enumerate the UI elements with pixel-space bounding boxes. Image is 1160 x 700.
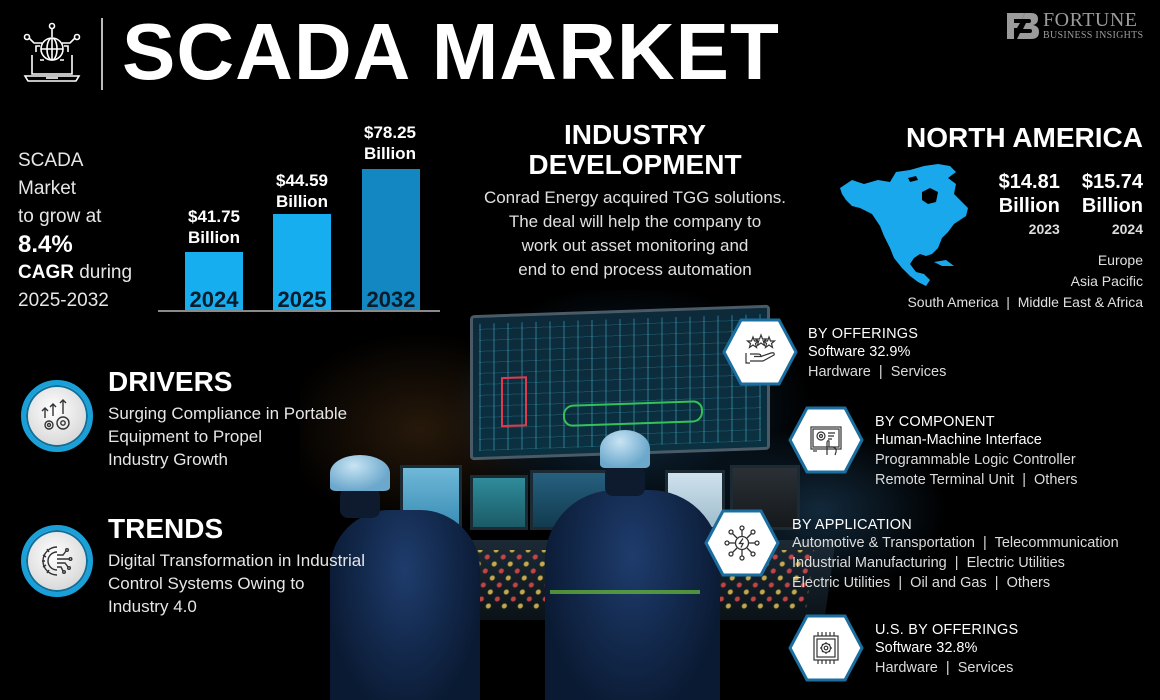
- brand-name: FORTUNE: [1043, 9, 1138, 31]
- north-america-values: $14.81 Billion 2023 $15.74 Billion 2024: [999, 170, 1143, 240]
- region-asia-pacific: Asia Pacific: [1070, 273, 1143, 289]
- bar-value-label: $44.59 Billion: [276, 171, 328, 211]
- na-value-2024: $15.74 Billion 2024: [1081, 171, 1143, 237]
- segment-lead: Automotive & Transportation | Telecommun…: [792, 535, 1119, 551]
- fb-logo-icon: [1007, 13, 1039, 39]
- laptop-globe-gear-icon: [23, 22, 81, 82]
- segment-title: BY COMPONENT: [875, 414, 995, 430]
- page-title: SCADA MARKET: [122, 7, 780, 96]
- segment-title: BY APPLICATION: [792, 517, 912, 533]
- gears-arrows-up-icon: [41, 399, 70, 430]
- cagr-summary: SCADA Market to grow at 8.4% CAGR during…: [18, 147, 132, 315]
- brand-logo: FORTUNE BUSINESS INSIGHTS: [1005, 10, 1143, 42]
- by-component-hex-badge: [788, 406, 864, 474]
- market-size-bar-chart: $41.75 Billion 2024 $44.59 Billion 2025 $7…: [158, 118, 440, 312]
- cagr-period: 2025-2032: [18, 290, 109, 311]
- segment-lead: Software 32.8%: [875, 640, 978, 656]
- na-value-2023: $14.81 Billion 2023: [998, 171, 1060, 237]
- brand-subtitle: BUSINESS INSIGHTS: [1043, 30, 1144, 41]
- bar-2024: 2024: [185, 252, 243, 311]
- by-application-hex-badge: [704, 509, 780, 577]
- bar-value-label: $78.25 Billion: [364, 123, 416, 163]
- by-offerings-hex-badge: [722, 318, 798, 386]
- segment-title: U.S. BY OFFERINGS: [875, 622, 1019, 638]
- region-south-america-mea: South America | Middle East & Africa: [907, 294, 1143, 310]
- header-divider: [101, 18, 103, 90]
- region-europe: Europe: [1097, 252, 1143, 268]
- segment-by-component: BY COMPONENT Human-Machine Interface Pro…: [875, 414, 1078, 488]
- drivers-section: DRIVERS Surging Compliance in Portable E…: [108, 366, 347, 471]
- drivers-title: DRIVERS: [108, 366, 233, 397]
- monitor: [470, 475, 528, 530]
- drivers-text: Surging Compliance in Portable Equipment…: [108, 404, 348, 469]
- industry-development-title: INDUSTRY: [563, 119, 707, 150]
- gear-circuit-icon: [42, 546, 73, 576]
- segment-lead: Software 32.9%: [808, 344, 911, 360]
- us-by-offerings-hex-badge: [788, 614, 864, 682]
- drivers-icon-badge: [21, 380, 93, 452]
- bar-2032: 2032: [362, 169, 420, 311]
- trends-title: TRENDS: [108, 513, 224, 544]
- trends-text: Digital Transformation in Industrial Con…: [108, 551, 366, 616]
- segment-by-offerings: BY OFFERINGS Software 32.9% Hardware | S…: [808, 326, 947, 380]
- operator-silhouette: [545, 490, 720, 700]
- north-america-map-icon: [840, 164, 968, 286]
- trends-section: TRENDS Digital Transformation in Industr…: [108, 513, 365, 618]
- segment-by-application: BY APPLICATION Automotive & Transportati…: [792, 517, 1119, 591]
- other-regions-list: Europe Asia Pacific South America | Midd…: [907, 250, 1143, 313]
- trends-icon-badge: [21, 525, 93, 597]
- chip-gear-icon: [813, 632, 839, 664]
- hard-hat: [600, 430, 650, 468]
- control-room-background-image: [300, 290, 1120, 700]
- segment-us-by-offerings: U.S. BY OFFERINGS Software 32.8% Hardwar…: [875, 622, 1019, 676]
- segment-lead: Human-Machine Interface: [875, 432, 1042, 448]
- industry-development: INDUSTRY DEVELOPMENT Conrad Energy acqui…: [476, 120, 794, 282]
- touchscreen-gear-icon: [810, 426, 842, 456]
- chart-baseline: [158, 310, 440, 312]
- energy-network-icon: [724, 525, 760, 561]
- cagr-label: CAGR: [18, 262, 74, 283]
- bar-2025: 2025: [273, 214, 331, 311]
- segment-title: BY OFFERINGS: [808, 326, 919, 342]
- cagr-value: 8.4%: [18, 231, 73, 258]
- operator-silhouette: [330, 510, 480, 700]
- hard-hat: [330, 455, 390, 491]
- industry-development-text: Conrad Energy acquired TGG solutions. Th…: [483, 188, 787, 279]
- north-america-title: NORTH AMERICA: [906, 122, 1143, 153]
- hand-stars-icon: [745, 333, 777, 364]
- bar-value-label: $41.75 Billion: [188, 207, 240, 247]
